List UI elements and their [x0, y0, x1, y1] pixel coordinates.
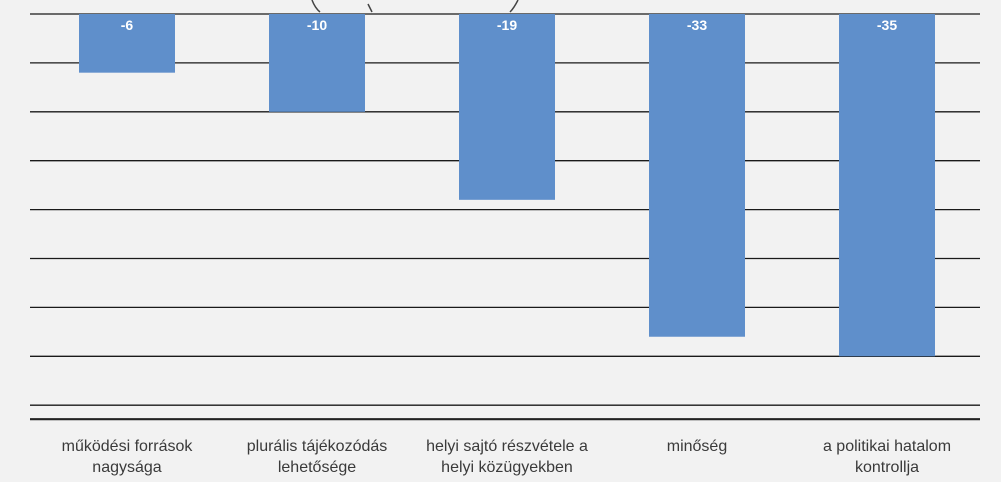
- category-labels: működési források nagysága plurális tájéko…: [62, 438, 951, 476]
- data-label: -33: [687, 17, 707, 33]
- bar: [269, 14, 365, 112]
- bar: [459, 14, 555, 200]
- category-label: minőség: [667, 438, 727, 455]
- category-label: működési források nagysága: [62, 438, 194, 476]
- data-label: -6: [121, 17, 134, 33]
- data-label: -19: [497, 17, 517, 33]
- data-label: -35: [877, 17, 897, 33]
- data-labels: -6 -10 -19 -33 -35: [121, 17, 898, 33]
- cropped-title-fragment: [311, 0, 519, 13]
- data-label: -10: [307, 17, 327, 33]
- category-label: plurális tájékozódás lehetősége: [247, 438, 388, 476]
- bar: [649, 14, 745, 337]
- bar: [839, 14, 935, 357]
- bars: [79, 14, 935, 357]
- category-label: a politikai hatalom kontrollja: [823, 438, 951, 476]
- category-label: helyi sajtó részvétele a helyi közügyekbe…: [426, 438, 588, 476]
- bar: [79, 14, 175, 73]
